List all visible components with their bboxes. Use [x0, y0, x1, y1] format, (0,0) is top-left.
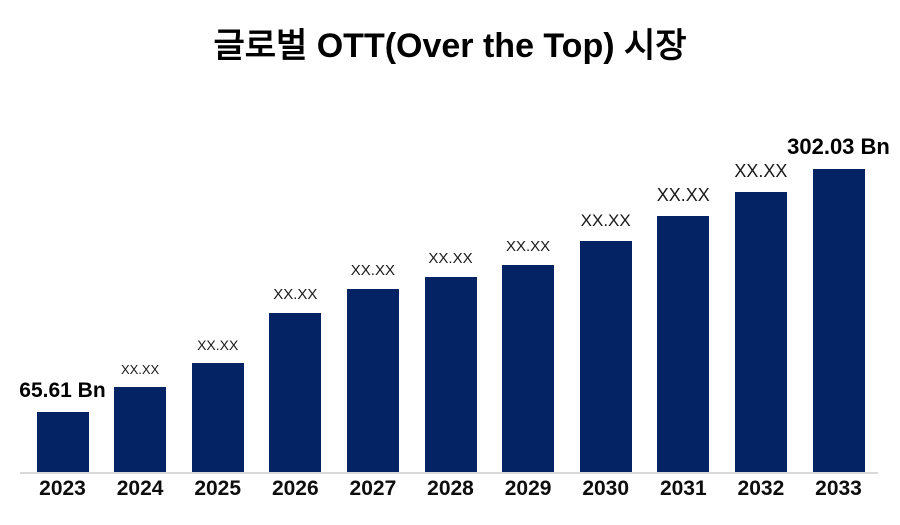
- value-label-2030: XX.XX: [580, 211, 631, 231]
- value-label-2027: XX.XX: [350, 261, 395, 279]
- bar-2026: [269, 313, 322, 472]
- bar-2024: [114, 387, 167, 472]
- value-label-2031: XX.XX: [656, 185, 710, 206]
- value-label-2033: 302.03 Bn: [787, 133, 890, 159]
- bar-2025: [191, 363, 244, 472]
- bar-2031: [657, 216, 710, 472]
- x-tick-2029: 2029: [504, 477, 552, 500]
- value-label-2026: XX.XX: [273, 285, 318, 303]
- bar-2030: [579, 241, 632, 472]
- bar-2027: [346, 289, 399, 472]
- x-tick-2027: 2027: [349, 477, 397, 500]
- chart-title: 글로벌 OTT(Over the Top) 시장: [213, 27, 687, 65]
- bar-2023: [36, 412, 89, 472]
- x-tick-2024: 2024: [116, 477, 164, 500]
- x-tick-2031: 2031: [659, 477, 707, 500]
- value-label-2032: XX.XX: [734, 161, 788, 182]
- bar-2032: [734, 192, 787, 472]
- value-label-2024: XX.XX: [120, 361, 160, 377]
- bar-2029: [502, 265, 555, 472]
- x-tick-2033: 2033: [815, 477, 862, 500]
- x-tick-2028: 2028: [427, 477, 474, 500]
- value-label-2028: XX.XX: [428, 249, 473, 267]
- value-label-2029: XX.XX: [506, 237, 551, 255]
- x-tick-2030: 2030: [582, 477, 630, 500]
- x-axis-line: [20, 472, 878, 474]
- x-tick-2025: 2025: [194, 477, 242, 500]
- x-tick-2032: 2032: [737, 477, 785, 500]
- bar-2028: [424, 277, 477, 472]
- bar-2033: [812, 169, 865, 472]
- value-label-2025: XX.XX: [197, 336, 239, 353]
- x-tick-2023: 2023: [39, 477, 86, 500]
- value-label-2023: 65.61 Bn: [19, 378, 106, 402]
- x-tick-2026: 2026: [271, 477, 319, 500]
